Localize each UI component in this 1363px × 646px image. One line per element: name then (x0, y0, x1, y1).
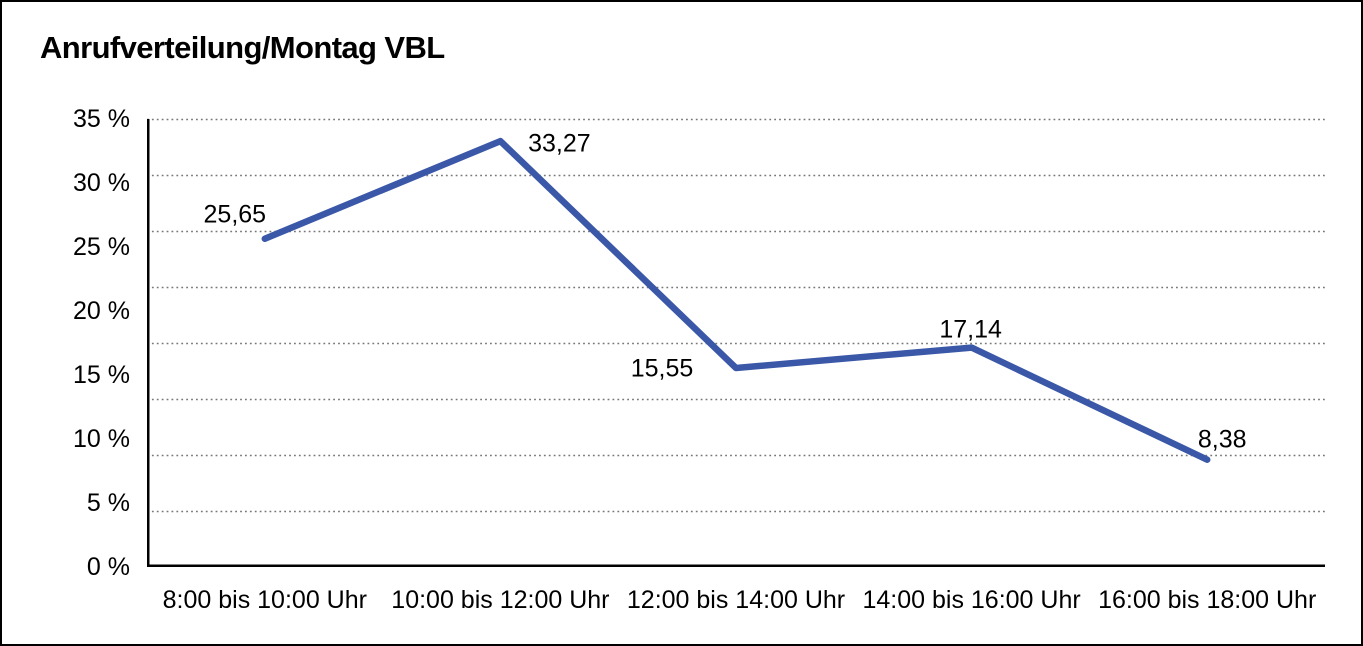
x-tick-label: 16:00 bis 18:00 Uhr (1098, 586, 1317, 614)
y-tick-label: 30 % (73, 169, 130, 197)
data-point-label: 33,27 (528, 129, 591, 158)
gridlines (147, 118, 1325, 513)
chart-title: Anrufverteilung/Montag VBL (40, 30, 445, 65)
data-point-label: 8,38 (1197, 425, 1247, 454)
data-point-label: 15,55 (630, 354, 694, 383)
y-tick-label: 10 % (73, 425, 130, 453)
x-tick-label: 12:00 bis 14:00 Uhr (626, 586, 846, 614)
y-tick-label: 25 % (73, 233, 130, 261)
line-chart (147, 118, 1325, 567)
x-tick-label: 10:00 bis 12:00 Uhr (391, 586, 610, 614)
data-series-line (261, 137, 1211, 463)
y-tick-label: 0 % (86, 553, 130, 581)
y-tick-label: 5 % (86, 489, 130, 517)
x-tick-label: 8:00 bis 10:00 Uhr (162, 586, 367, 614)
plot-area (147, 118, 1325, 567)
x-tick-label: 14:00 bis 16:00 Uhr (862, 586, 1081, 614)
data-point-label: 25,65 (203, 200, 267, 229)
y-tick-label: 15 % (73, 361, 130, 389)
y-tick-label: 20 % (73, 297, 130, 325)
y-tick-label: 35 % (73, 105, 130, 133)
data-point-label: 17,14 (939, 315, 1002, 344)
